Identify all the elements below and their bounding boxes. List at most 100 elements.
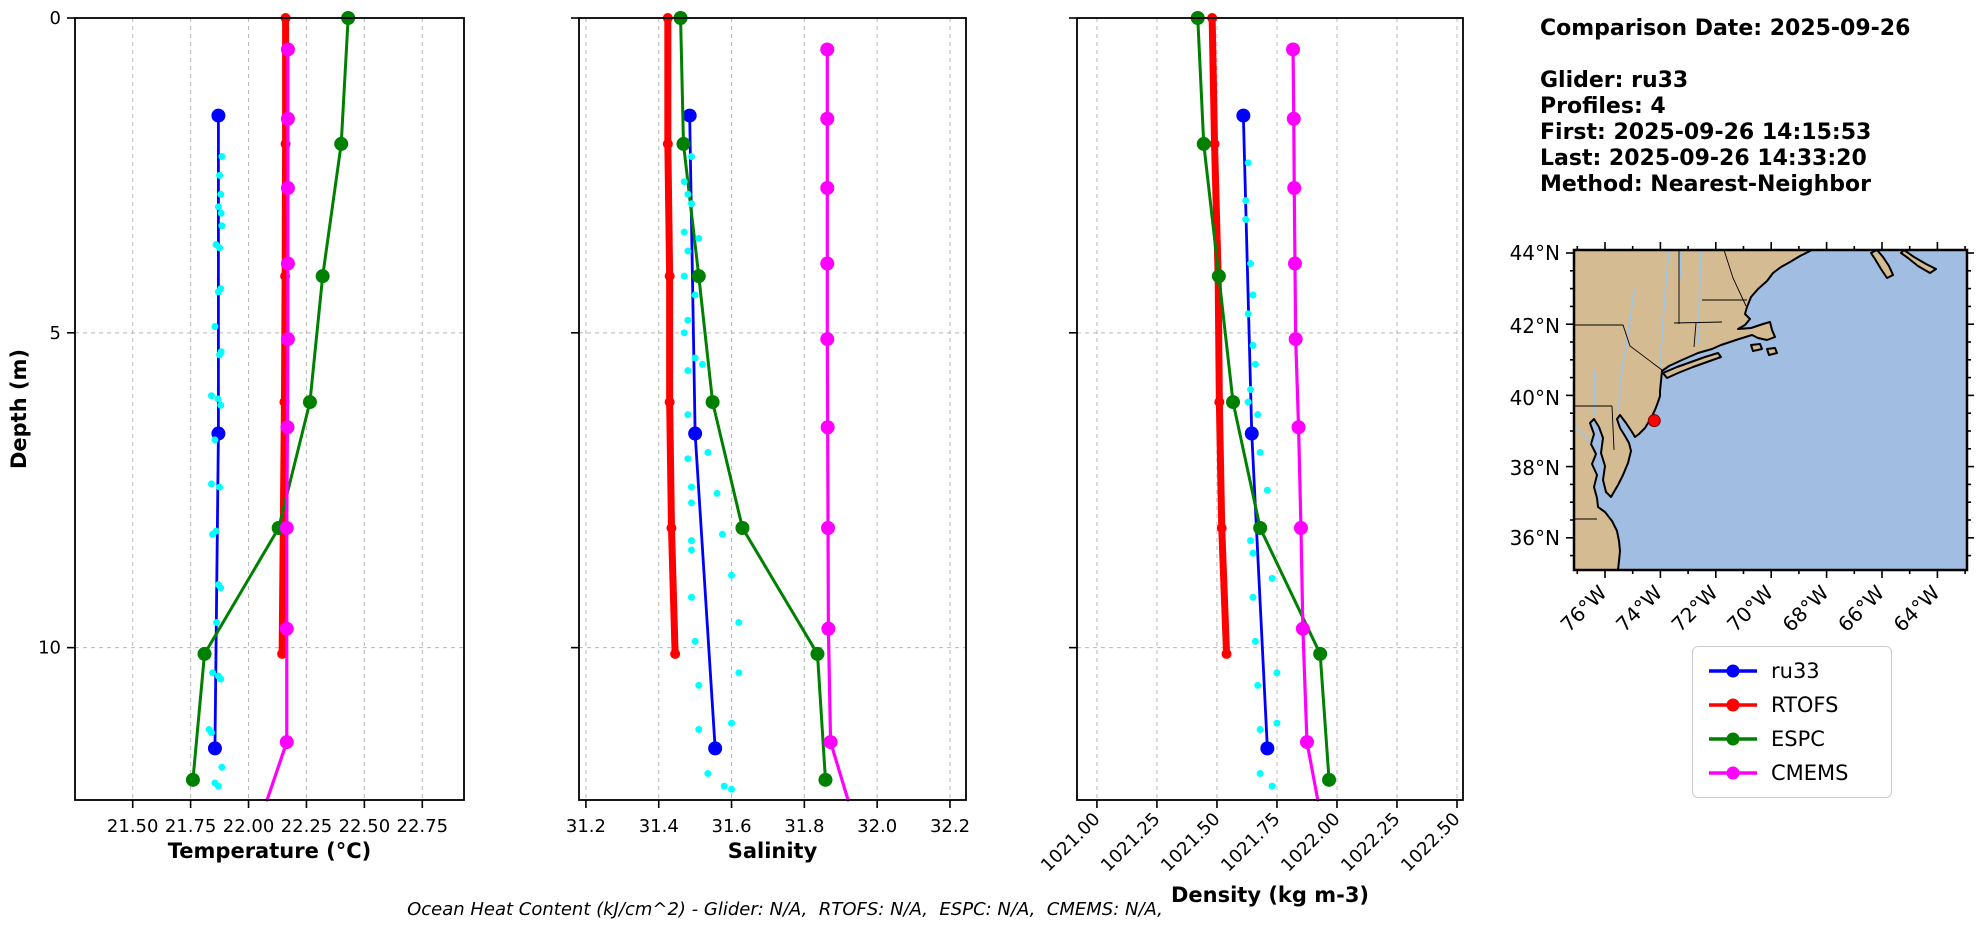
rtofs-marker — [1214, 397, 1225, 408]
cmems-marker — [1287, 181, 1302, 195]
glider-raw-point — [1254, 681, 1262, 689]
cmems-marker — [823, 735, 838, 750]
glider-raw-point — [217, 401, 225, 409]
glider-raw-point — [214, 288, 222, 296]
cmems-marker — [280, 42, 295, 57]
glider-raw-point — [695, 234, 703, 242]
panel-density-kg-m-: 1021.001021.251021.501021.751022.001022.… — [1037, 11, 1465, 907]
glider-raw-point — [691, 637, 699, 645]
cmems-marker — [1293, 521, 1308, 535]
glider-raw-point — [213, 618, 221, 626]
glider-raw-point — [687, 537, 695, 545]
x-tick-label: 22.50 — [339, 816, 391, 837]
legend-item-rtofs: RTOFS — [1707, 693, 1877, 717]
x-tick-label: 31.4 — [639, 816, 679, 837]
legend-marker — [1726, 664, 1740, 678]
x-tick-label: 22.00 — [223, 816, 275, 837]
glider-raw-point — [207, 480, 215, 488]
map-y-tick-label: 42°N — [1510, 314, 1560, 338]
ru33-marker — [211, 108, 226, 123]
espc-marker — [1313, 646, 1328, 661]
ocean-heat-content-footnote: Ocean Heat Content (kJ/cm^2) - Glider: N… — [407, 899, 1163, 920]
glider-raw-point — [684, 367, 692, 375]
x-tick-label: 1021.25 — [1097, 809, 1164, 876]
glider-raw-point — [214, 395, 222, 403]
glider-text: Glider: ru33 — [1540, 68, 1689, 93]
x-tick-label: 31.6 — [712, 816, 752, 837]
ru33-line-swatch — [1709, 664, 1757, 678]
glider-raw-point — [1251, 360, 1259, 368]
cmems-marker — [820, 332, 835, 347]
glider-raw-point — [684, 190, 692, 198]
locator-map: 44°N 42°N 40°N 38°N 36°N 76°W 74°W 72°W 70°W 68°W… — [1510, 241, 1974, 637]
x-tick-label: 22.25 — [281, 816, 333, 837]
info-gap — [1540, 42, 1970, 68]
glider-location-marker — [1647, 414, 1661, 428]
map-x-tick-label: 74°W — [1611, 580, 1667, 636]
glider-raw-point — [695, 725, 703, 733]
espc-line — [679, 16, 827, 782]
x-axis-label: Density (kg m-3) — [1171, 883, 1369, 907]
rtofs-marker — [666, 523, 677, 533]
x-tick-label: 32.2 — [930, 816, 970, 837]
legend-marker — [1726, 698, 1740, 712]
rtofs-marker — [664, 271, 675, 282]
espc-marker — [315, 269, 330, 284]
map-x-tick-label: 66°W — [1833, 580, 1889, 636]
legend-label-ru33: ru33 — [1771, 659, 1820, 683]
x-tick-label: 21.50 — [107, 816, 159, 837]
glider-raw-point — [1254, 411, 1262, 419]
x-tick-label: 32.0 — [857, 816, 897, 837]
legend-label-cmems: CMEMS — [1771, 761, 1849, 785]
series-glider-raw — [205, 153, 226, 790]
map-y-tick-label: 40°N — [1510, 386, 1560, 410]
x-tick-label: 1022.25 — [1337, 809, 1404, 876]
espc-marker — [1226, 395, 1241, 410]
map-marthas-vineyard — [1750, 343, 1763, 352]
glider-raw-point — [713, 489, 721, 497]
cmems-marker — [820, 111, 835, 126]
glider-raw-point — [218, 222, 226, 230]
glider-raw-point — [216, 244, 224, 252]
glider-raw-point — [217, 584, 225, 592]
series-glider-raw — [1242, 159, 1281, 790]
cmems-marker — [279, 521, 294, 535]
series-glider-raw — [680, 153, 743, 793]
x-tick-label: 1021.50 — [1157, 809, 1224, 876]
legend-item-cmems: CMEMS — [1707, 761, 1877, 785]
profile-plots: 21.50 21.75 22.00 22.25 22.50 22.75 0 5 10 Temper… — [7, 8, 1465, 907]
ru33-marker — [1260, 741, 1275, 756]
glider-raw-point — [209, 669, 217, 677]
ru33-marker — [207, 741, 222, 756]
glider-raw-point — [1273, 669, 1281, 677]
glider-raw-point — [1247, 537, 1255, 545]
glider-raw-point — [1268, 574, 1276, 582]
glider-raw-point — [214, 782, 222, 790]
rtofs-marker — [1209, 138, 1220, 149]
rtofs-marker — [664, 397, 675, 408]
glider-raw-point — [718, 530, 726, 538]
glider-raw-point — [691, 291, 699, 299]
espc-marker — [185, 772, 200, 787]
glider-raw-point — [209, 530, 217, 538]
legend-marker — [1726, 766, 1740, 780]
glider-raw-point — [695, 681, 703, 689]
cmems-marker — [820, 420, 835, 435]
glider-raw-point — [728, 719, 736, 727]
cmems-marker — [280, 332, 295, 347]
rtofs-line-swatch — [1709, 698, 1757, 712]
glider-raw-point — [214, 203, 222, 211]
glider-raw-point — [1268, 782, 1276, 790]
ru33-marker — [682, 108, 697, 123]
glider-raw-point — [728, 571, 736, 579]
espc-line-swatch — [1709, 732, 1757, 746]
glider-raw-point — [217, 209, 225, 217]
glider-raw-point — [211, 436, 219, 444]
espc-marker — [676, 136, 691, 151]
glider-raw-point — [1247, 260, 1255, 268]
espc-marker — [705, 395, 720, 410]
profiles-text: Profiles: 4 — [1540, 94, 1666, 119]
x-axis-label: Salinity — [728, 839, 818, 863]
rtofs-marker — [1221, 648, 1232, 659]
glider-raw-point — [211, 323, 219, 331]
